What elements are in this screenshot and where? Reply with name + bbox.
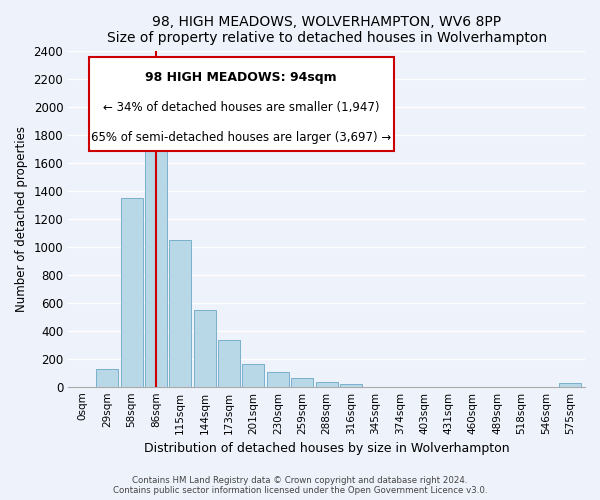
Bar [340,384,362,386]
Bar [194,310,215,386]
Bar [316,382,338,386]
Bar [96,369,118,386]
X-axis label: Distribution of detached houses by size in Wolverhampton: Distribution of detached houses by size … [144,442,509,455]
Y-axis label: Number of detached properties: Number of detached properties [15,126,28,312]
Bar [559,383,581,386]
Bar [121,198,143,386]
Text: 98 HIGH MEADOWS: 94sqm: 98 HIGH MEADOWS: 94sqm [145,70,337,84]
Title: 98, HIGH MEADOWS, WOLVERHAMPTON, WV6 8PP
Size of property relative to detached h: 98, HIGH MEADOWS, WOLVERHAMPTON, WV6 8PP… [107,15,547,45]
Bar [218,340,240,386]
Text: ← 34% of detached houses are smaller (1,947): ← 34% of detached houses are smaller (1,… [103,101,380,114]
Bar [242,364,265,386]
Bar [169,240,191,386]
Bar [291,378,313,386]
Bar [267,372,289,386]
Bar [145,120,167,386]
FancyBboxPatch shape [89,58,394,152]
Text: Contains HM Land Registry data © Crown copyright and database right 2024.
Contai: Contains HM Land Registry data © Crown c… [113,476,487,495]
Text: 65% of semi-detached houses are larger (3,697) →: 65% of semi-detached houses are larger (… [91,131,391,144]
